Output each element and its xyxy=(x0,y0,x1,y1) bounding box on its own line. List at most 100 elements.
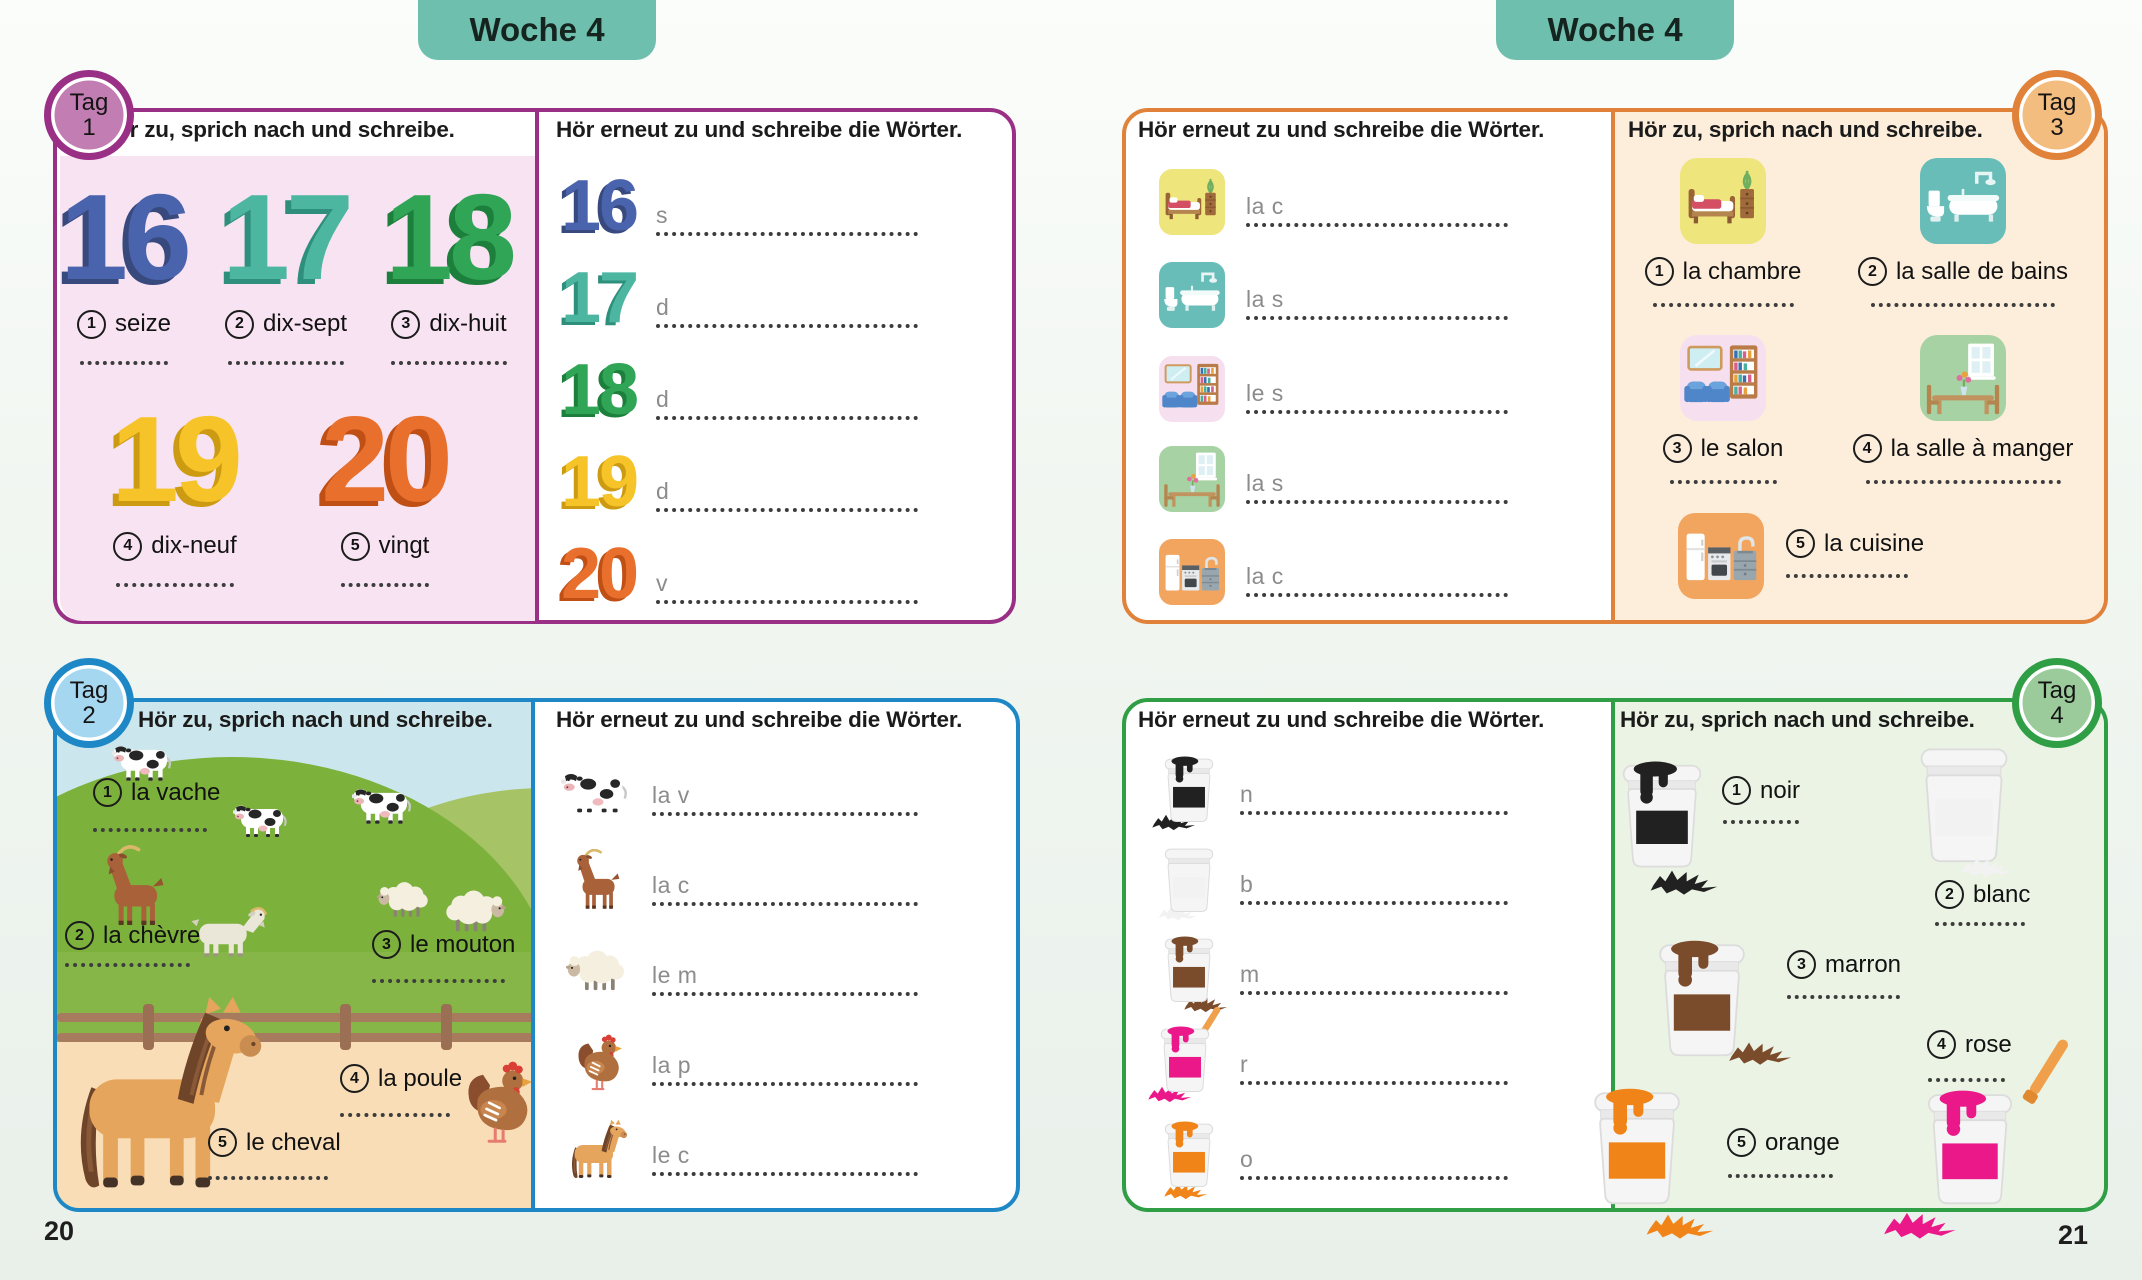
horse-icon xyxy=(58,985,274,1208)
tag4-write-title: Hör erneut zu und schreibe die Wörter. xyxy=(1138,707,1545,732)
write-line xyxy=(340,1113,450,1117)
index-circle: 4 xyxy=(340,1064,369,1093)
write-line xyxy=(1786,574,1908,578)
black-paint-pot-icon xyxy=(1150,751,1228,829)
cow-icon xyxy=(352,783,418,827)
write-row-mouton: le m xyxy=(556,928,918,1014)
write-row-marron: m xyxy=(1150,932,1508,1008)
write-row-blanc: b xyxy=(1150,842,1508,918)
big-number: 17 xyxy=(222,169,354,305)
row-number: 17 xyxy=(560,258,639,338)
farm-scene xyxy=(57,702,534,1208)
write-line xyxy=(228,360,344,365)
bedroom-icon xyxy=(1680,158,1766,244)
hint-letter: d xyxy=(656,386,670,412)
big-number: 20 xyxy=(321,391,453,527)
index-circle: 5 xyxy=(1727,1128,1756,1157)
number-block-18: 18 3 dix-huit xyxy=(363,176,535,365)
badge-word: Tag xyxy=(69,676,109,704)
write-row-16: 16 s xyxy=(556,160,918,252)
vocab-cell-salle-de-bains: 2 la salle de bains xyxy=(1857,158,2068,307)
badge-day: 1 xyxy=(82,114,96,141)
write-line xyxy=(652,1082,918,1086)
vocab-label: 1 la vache xyxy=(93,778,220,807)
hint-text: la p xyxy=(652,1052,692,1078)
tag2-day-badge: Tag 2 xyxy=(44,658,134,748)
hint-text: la s xyxy=(1246,470,1284,496)
vocab-word: le salon xyxy=(1700,434,1784,462)
write-line xyxy=(1652,303,1794,307)
hint-text: la s xyxy=(1246,286,1284,312)
vocab-word: blanc xyxy=(1973,880,2031,908)
row-number: 19 xyxy=(560,442,639,522)
number-block-19: 19 4 dix-neuf xyxy=(89,391,261,587)
badge-word: Tag xyxy=(2037,676,2077,704)
hint-text: le c xyxy=(652,1142,690,1168)
index-circle: 1 xyxy=(1644,257,1674,286)
white-paint-pot-icon xyxy=(1150,841,1228,919)
hint-letter: o xyxy=(1240,1146,1254,1172)
write-row-cuisine: la c xyxy=(1150,534,1508,610)
index-circle: 2 xyxy=(65,921,94,950)
write-line xyxy=(1240,811,1508,815)
write-line xyxy=(372,979,505,983)
big-number: 19 xyxy=(111,391,243,527)
write-line xyxy=(1246,593,1508,597)
living-room-icon xyxy=(1680,335,1766,421)
vocab-word: dix-sept xyxy=(262,310,348,338)
write-line xyxy=(1246,223,1508,227)
write-line xyxy=(1871,303,2055,307)
tag3-divider xyxy=(1611,112,1615,620)
row-number: 18 xyxy=(560,350,639,430)
tag1-listen-title: Hör zu, sprich nach und schreibe. xyxy=(100,117,455,142)
write-line xyxy=(1669,480,1777,484)
index-circle: 5 xyxy=(1786,529,1815,558)
vocab-label: 3 marron xyxy=(1787,950,1901,979)
write-row-salle-a-manger: la s xyxy=(1150,441,1508,517)
vocab-word: vingt xyxy=(378,532,430,560)
tag2-divider xyxy=(531,702,535,1208)
tag2-listen-title: Hör zu, sprich nach und schreibe. xyxy=(138,707,493,732)
vocab-word: dix-neuf xyxy=(151,532,237,560)
write-line xyxy=(208,1176,328,1180)
write-line xyxy=(341,582,429,587)
brown-paint-pot-icon xyxy=(1646,938,1758,1058)
hint-letter: s xyxy=(656,202,668,228)
write-line xyxy=(80,360,168,365)
vocab-word: la chambre xyxy=(1682,257,1802,285)
vocab-word: le mouton xyxy=(410,930,516,958)
paint-drip xyxy=(1612,756,1712,872)
write-row-18: 18 d xyxy=(556,344,918,436)
write-line xyxy=(656,232,918,236)
vocab-cell-salon: 3 le salon xyxy=(1648,335,1798,484)
sheep-icon xyxy=(564,948,632,994)
write-line xyxy=(1865,480,2061,484)
vocab-cell-cuisine: 5 la cuisine xyxy=(1678,513,1924,599)
tag4-divider xyxy=(1611,702,1615,1208)
paint-drip xyxy=(1154,1025,1216,1093)
vocab-word: la poule xyxy=(378,1064,463,1092)
vocab-word: rose xyxy=(1965,1030,2012,1058)
vocab-label: 4 rose xyxy=(1927,1030,2012,1059)
sheep-icon xyxy=(375,880,435,920)
hint-letter: d xyxy=(656,294,670,320)
paint-drip xyxy=(1158,935,1220,1003)
write-line xyxy=(652,902,918,906)
write-row-vache: la v xyxy=(556,748,918,834)
write-row-poule: la p xyxy=(556,1018,918,1104)
paint-drip xyxy=(1646,938,1758,1058)
index-circle: 4 xyxy=(1852,434,1882,463)
row-number: 16 xyxy=(560,166,639,246)
grass-band xyxy=(57,952,534,1047)
hint-letter: d xyxy=(656,478,670,504)
index-circle: 1 xyxy=(93,778,122,807)
write-line xyxy=(1723,820,1799,824)
write-row-19: 19 d xyxy=(556,436,918,528)
number-block-17: 17 2 dix-sept xyxy=(200,169,372,365)
write-row-salon: le s xyxy=(1150,351,1508,427)
tag1-divider xyxy=(535,112,539,620)
write-line xyxy=(65,963,190,967)
vocab-word: orange xyxy=(1765,1128,1840,1156)
kitchen-icon xyxy=(1678,513,1764,599)
fence-rail xyxy=(57,1013,534,1022)
